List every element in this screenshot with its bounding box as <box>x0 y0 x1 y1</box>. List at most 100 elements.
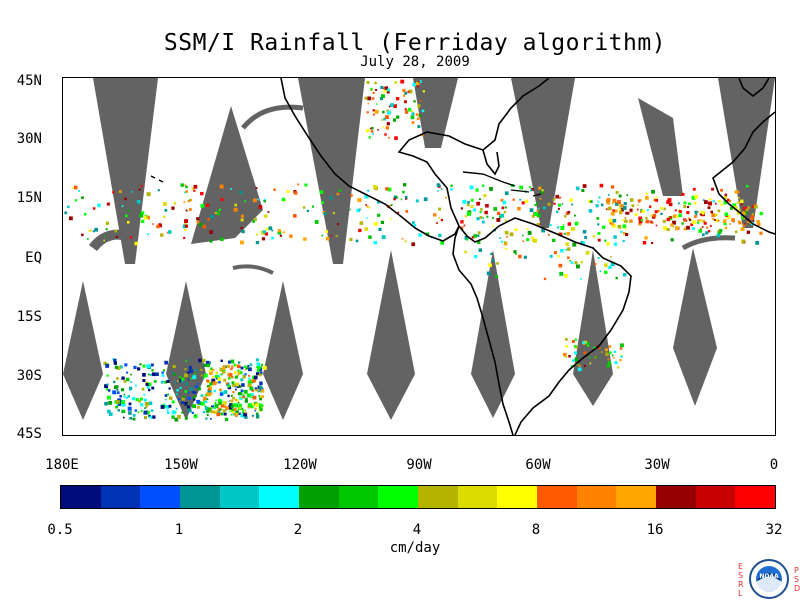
rain-cell <box>583 364 586 368</box>
rain-cell <box>69 216 73 221</box>
rain-cell <box>241 229 245 234</box>
rain-cell <box>595 356 598 359</box>
rain-cell <box>402 88 406 93</box>
rain-cell <box>187 378 190 381</box>
rain-cell <box>211 378 216 383</box>
rain-cell <box>164 380 167 384</box>
rain-cell <box>160 233 164 237</box>
rain-cell <box>208 369 212 373</box>
rain-cell <box>163 202 167 206</box>
rain-cell <box>336 223 339 226</box>
rain-cell <box>373 222 378 226</box>
rain-cell <box>615 276 618 280</box>
rain-cell <box>378 227 382 231</box>
rain-cell <box>135 398 139 402</box>
rain-cell <box>256 372 259 376</box>
rain-cell <box>557 226 560 229</box>
rain-cell <box>202 224 206 229</box>
rain-cell <box>240 366 244 370</box>
rain-cell <box>107 409 111 414</box>
rain-cell <box>556 210 559 213</box>
rain-cell <box>646 209 649 211</box>
rain-cell <box>372 97 375 100</box>
rain-cell <box>255 389 258 392</box>
rain-cell <box>681 192 685 196</box>
missing-data-swath <box>511 78 575 228</box>
rain-cell <box>368 235 372 239</box>
rain-cell <box>411 121 415 124</box>
rain-cell <box>683 201 687 205</box>
rain-cell <box>240 396 242 399</box>
colorbar-swatch <box>616 486 657 508</box>
rain-cell <box>693 215 697 218</box>
rain-cell <box>377 200 381 204</box>
rain-cell <box>244 368 247 371</box>
rain-cell <box>166 409 169 412</box>
rain-cell <box>185 185 188 189</box>
rain-cell <box>726 215 731 219</box>
rain-cell <box>562 224 565 226</box>
rain-cell <box>596 217 600 220</box>
rain-cell <box>416 117 420 121</box>
rain-cell <box>357 198 362 203</box>
rain-cell <box>400 198 403 201</box>
rain-cell <box>245 367 249 370</box>
rain-cell <box>192 396 195 399</box>
rain-cell <box>741 215 745 220</box>
rain-cell <box>145 383 149 386</box>
rain-cell <box>723 222 727 226</box>
rain-cell <box>214 410 218 414</box>
rain-cell <box>129 417 133 420</box>
rain-cell <box>198 358 202 363</box>
rain-cell <box>146 215 149 218</box>
rain-cell <box>567 256 570 259</box>
rain-cell <box>645 216 648 220</box>
rain-cell <box>752 220 755 222</box>
rain-cell <box>128 402 132 406</box>
rain-cell <box>240 226 243 230</box>
rain-cell <box>311 205 314 208</box>
rain-cell <box>147 233 149 235</box>
rain-cell <box>225 406 230 410</box>
rain-cell <box>583 351 587 355</box>
rain-cell <box>599 183 604 188</box>
rain-cell <box>140 185 143 188</box>
rain-cell <box>637 208 639 211</box>
rain-cell <box>134 241 138 246</box>
rain-cell <box>237 371 241 375</box>
rain-cell <box>560 226 565 230</box>
rain-cell <box>187 396 191 401</box>
rain-cell <box>518 254 522 259</box>
rain-cell <box>372 133 374 135</box>
rain-cell <box>605 352 609 356</box>
rain-cell <box>543 277 547 281</box>
rain-cell <box>229 408 234 412</box>
rain-cell <box>235 382 240 387</box>
rain-cell <box>692 227 695 230</box>
rain-cell <box>178 398 181 401</box>
rain-cell <box>541 189 544 192</box>
rain-cell <box>482 217 484 219</box>
rain-cell <box>355 239 359 243</box>
rain-cell <box>124 197 127 201</box>
rain-cell <box>486 271 491 276</box>
rain-cell <box>411 112 415 116</box>
rain-cell <box>152 415 156 419</box>
rain-cell <box>243 389 248 394</box>
rain-cell <box>564 215 567 218</box>
rain-cell <box>718 229 721 232</box>
rain-cell <box>573 344 577 348</box>
rain-cell <box>565 345 568 348</box>
rain-cell <box>140 397 143 401</box>
rain-cell <box>107 395 111 400</box>
rain-cell <box>717 230 722 235</box>
rain-cell <box>626 212 630 215</box>
rain-cell <box>158 223 162 228</box>
rain-cell <box>172 372 174 375</box>
rain-cell <box>277 229 281 233</box>
rain-cell <box>440 219 443 222</box>
missing-data-swath <box>191 106 263 244</box>
rain-cell <box>210 407 213 410</box>
rain-cell <box>191 411 194 414</box>
